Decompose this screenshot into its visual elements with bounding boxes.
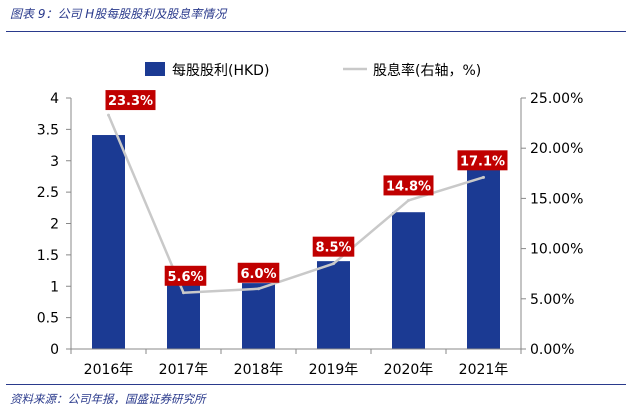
right-tick-label: 15.00% [530,191,583,207]
left-tick-label: 3 [50,154,59,170]
x-tick-label: 2017年 [159,362,209,378]
bar-1 [92,135,125,349]
right-tick-label: 10.00% [530,242,583,258]
left-tick-label: 1.5 [37,248,59,264]
x-tick-label: 2021年 [459,362,509,378]
data-label-1: 23.3% [108,94,153,109]
data-label-box-2 [164,265,207,286]
data-label-box-4 [312,236,355,257]
right-tick-label: 20.00% [530,141,583,157]
bar-4 [317,261,350,349]
data-label-6: 17.1% [460,154,505,169]
data-label-box-5 [383,175,434,196]
bar-3 [242,283,275,349]
title-rule [6,31,626,32]
left-tick-label: 2.5 [37,185,59,201]
data-label-4: 8.5% [315,241,351,256]
x-tick-label: 2019年 [309,362,359,378]
data-label-2: 5.6% [167,270,203,285]
yield-point-4 [332,262,335,266]
right-tick-label: 5.00% [530,292,574,308]
yield-point-6 [482,175,485,179]
right-tick-label: 0.00% [530,342,574,358]
yield-point-5 [407,198,410,202]
data-label-3: 6.0% [240,267,276,282]
legend: 每股股利(HKD) 股息率(右轴，%) [145,62,481,79]
legend-bar-swatch [145,62,165,76]
x-tick-label: 2018年 [234,362,284,378]
bar-5 [392,212,425,349]
source-rule [6,384,626,385]
x-tick-label: 2016年 [84,362,134,378]
yield-point-3 [257,287,260,291]
line-series [107,113,485,295]
data-label-box-1 [105,90,156,111]
source-note: 资料来源：公司年报，国盛证券研究所 [10,392,206,406]
bar-series [92,135,500,349]
left-tick-label: 3.5 [37,122,59,138]
yield-point-2 [182,291,185,295]
left-tick-label: 0 [50,342,59,358]
data-label-box-3 [237,262,280,283]
left-tick-label: 0.5 [37,311,59,327]
x-tick-label: 2020年 [384,362,434,378]
left-tick-label: 2 [50,217,59,233]
left-tick-label: 1 [50,279,59,295]
right-tick-label: 25.00% [530,91,583,107]
data-label-5: 14.8% [386,179,431,194]
yield-point-1 [107,113,110,117]
data-label-box-6 [457,150,508,171]
figure-title: 图表 9：公司 H股每股股利及股息率情况 [10,7,227,21]
yield-line [107,114,484,295]
bar-6 [467,151,500,349]
bar-2 [167,277,200,349]
legend-bar-label: 每股股利(HKD) [172,63,269,79]
axes: 0 0.5 1 1.5 2 2.5 3 3.5 4 0.00% 5.00% 10.00% 15.00% 2… [37,91,584,378]
left-tick-label: 4 [50,91,59,107]
data-labels: 23.3% 5.6% 6.0% 8.5% 14.8% 17.1% [105,90,508,286]
legend-line-label: 股息率(右轴，%) [373,62,481,79]
